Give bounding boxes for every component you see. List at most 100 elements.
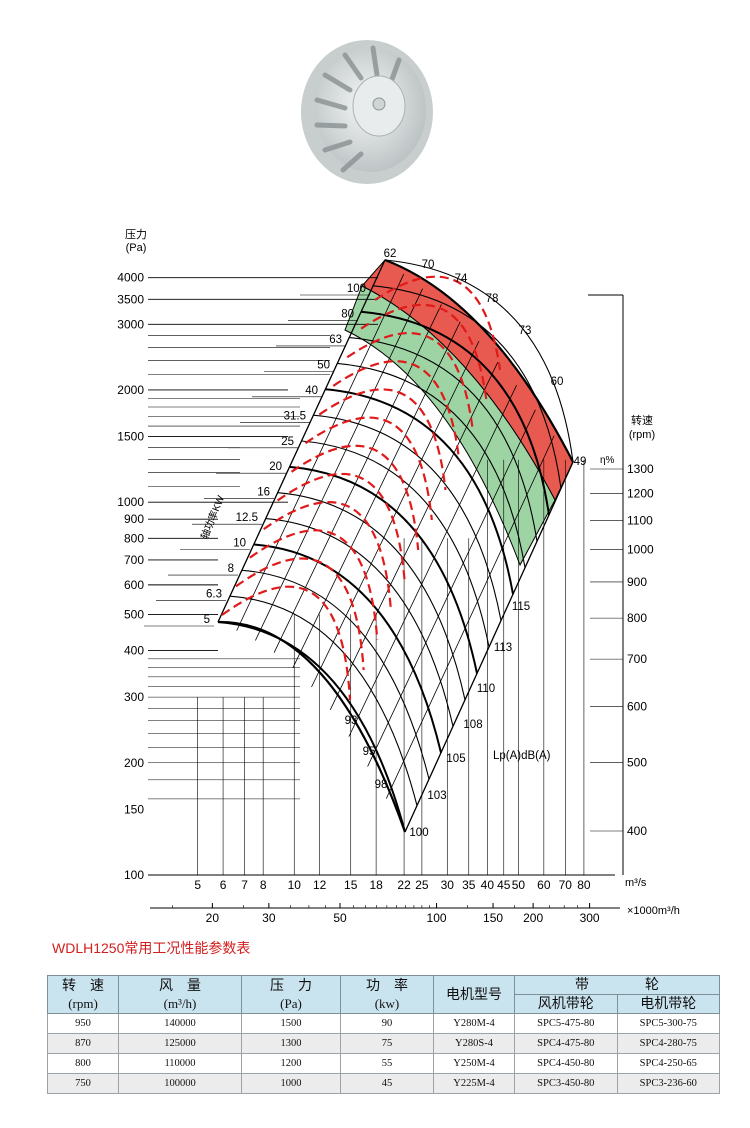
table-row: 950 140000 1500 90 Y280M-4 SPC5-475-80 SPC5-30… [47,1013,720,1034]
spec-table: 转 速 (rpm) 风 量 (m³/h) 压 力 (Pa) 功 率 (kw) 电机型号 … [47,975,720,1094]
noise-value-label: 103 [427,790,446,802]
header-flow: 风 量 (m³/h) [118,975,242,1014]
boundary-lower [217,620,407,833]
x-tick-label: 80 [577,878,591,892]
power-tick-label: 16 [257,487,270,499]
cell: 1300 [241,1033,341,1054]
noise-value-label: 105 [446,753,465,765]
x-tick-label: 70 [559,878,573,892]
header-speed: 转 速 (rpm) [47,975,119,1014]
x-tick-label: 8 [260,878,267,892]
y-tick-label: 800 [124,531,144,545]
power-tick-label: 50 [317,359,330,371]
header-pressure: 压 力 (Pa) [241,975,341,1014]
y-tick-label: 500 [124,607,144,621]
resistance-line [348,385,517,737]
speed-curve [217,621,406,833]
speed-curve [373,285,562,489]
speed-tick-label: 500 [627,755,647,769]
y-tick-label: 400 [124,644,144,658]
y-tick-label: 2000 [117,383,144,397]
header-power-unit: (kw) [374,995,400,1011]
power-tick-label: 80 [341,308,354,320]
cell: 1500 [241,1013,341,1034]
header-power: 功 率 (kw) [340,975,434,1014]
power-tick-label: 31.5 [284,410,306,422]
speed-curve [325,388,514,595]
resistance-line [311,340,480,688]
cell: SPC3-450-80 [514,1073,618,1094]
speed-curve [384,259,574,463]
x-tick-label: 10 [288,878,302,892]
x-tick-label: 6 [220,878,227,892]
power-tick-label: 25 [281,436,294,448]
noise-value-label: 95 [363,746,376,758]
header-fan-pulley: 风机带轮 [514,994,618,1014]
cell: 1000 [241,1073,341,1094]
resistance-line [329,362,499,711]
efficiency-value-label: 62 [384,248,397,260]
speed-curve [277,492,466,700]
efficiency-label: η% [600,455,615,466]
header-motor-pulley: 电机带轮 [616,994,720,1014]
efficiency-curve [221,585,352,701]
x-tick-label: 30 [441,878,455,892]
x-tick-label: 45 [497,878,511,892]
power-axis-label: 轴功率KW [198,493,228,541]
header-speed-unit: (rpm) [68,995,98,1011]
header-motor: 电机型号 [433,975,515,1014]
y-axis-label: 压力 [125,228,147,241]
efficiency-curve [290,444,420,551]
x-tick-label: 25 [415,878,429,892]
x-tick-label: 18 [369,878,383,892]
y-axis-label: (Pa) [126,242,147,254]
cell: 750 [47,1073,119,1094]
y-tick-label: 1500 [117,430,144,444]
x-tick-label: 50 [512,878,526,892]
efficiency-value-label: 73 [519,325,532,337]
noise-value-label: 98 [375,779,388,791]
x-tick-label: 35 [462,878,476,892]
efficiency-curve [374,275,502,371]
efficiency-curve [277,472,406,581]
speed-curve [265,518,454,727]
x2-tick-label: 300 [580,911,600,925]
boundary-right [404,461,574,833]
speed-curve [289,465,478,674]
cell: 100000 [118,1073,242,1094]
noise-value-label: 110 [477,683,495,695]
x-tick-label: 40 [481,878,495,892]
speed-curve [301,440,490,648]
y-tick-label: 150 [124,802,144,816]
best-efficiency-zone [344,285,556,567]
efficiency-value-label: 60 [551,376,564,388]
speed-tick-label: 700 [627,652,647,666]
speed-tick-label: 1000 [627,543,654,557]
x2-tick-label: 200 [523,911,543,925]
power-tick-label: 10 [233,538,246,550]
x-tick-label: 60 [537,878,551,892]
cell: 125000 [118,1033,242,1054]
cell: Y280M-4 [433,1013,515,1034]
efficiency-curve [360,303,488,401]
boundary-upper [384,258,574,463]
header-pressure-label: 压 力 [270,977,312,994]
power-tick-label: 12.5 [236,512,258,524]
power-tick-label: 100 [347,283,366,295]
cell: Y280S-4 [433,1033,515,1054]
x2-tick-label: 50 [333,911,347,925]
x-tick-label: 15 [344,878,358,892]
efficiency-value-label: 49 [574,456,587,468]
cell: 90 [340,1013,434,1034]
x-tick-label: 22 [397,878,411,892]
speed-tick-label: 1100 [627,513,653,527]
power-tick-label: 5 [204,614,210,626]
noise-axis-label: Lp(A)dB(A) [493,750,551,762]
y-tick-label: 3500 [117,292,144,306]
y-tick-label: 4000 [117,271,144,285]
resistance-line [292,321,461,669]
resistance-line [367,409,536,767]
table-row: 870 125000 1300 75 Y280S-4 SPC4-475-80 SPC4-28… [47,1033,720,1054]
power-tick-label: 63 [329,334,342,346]
speed-curve [241,569,430,780]
